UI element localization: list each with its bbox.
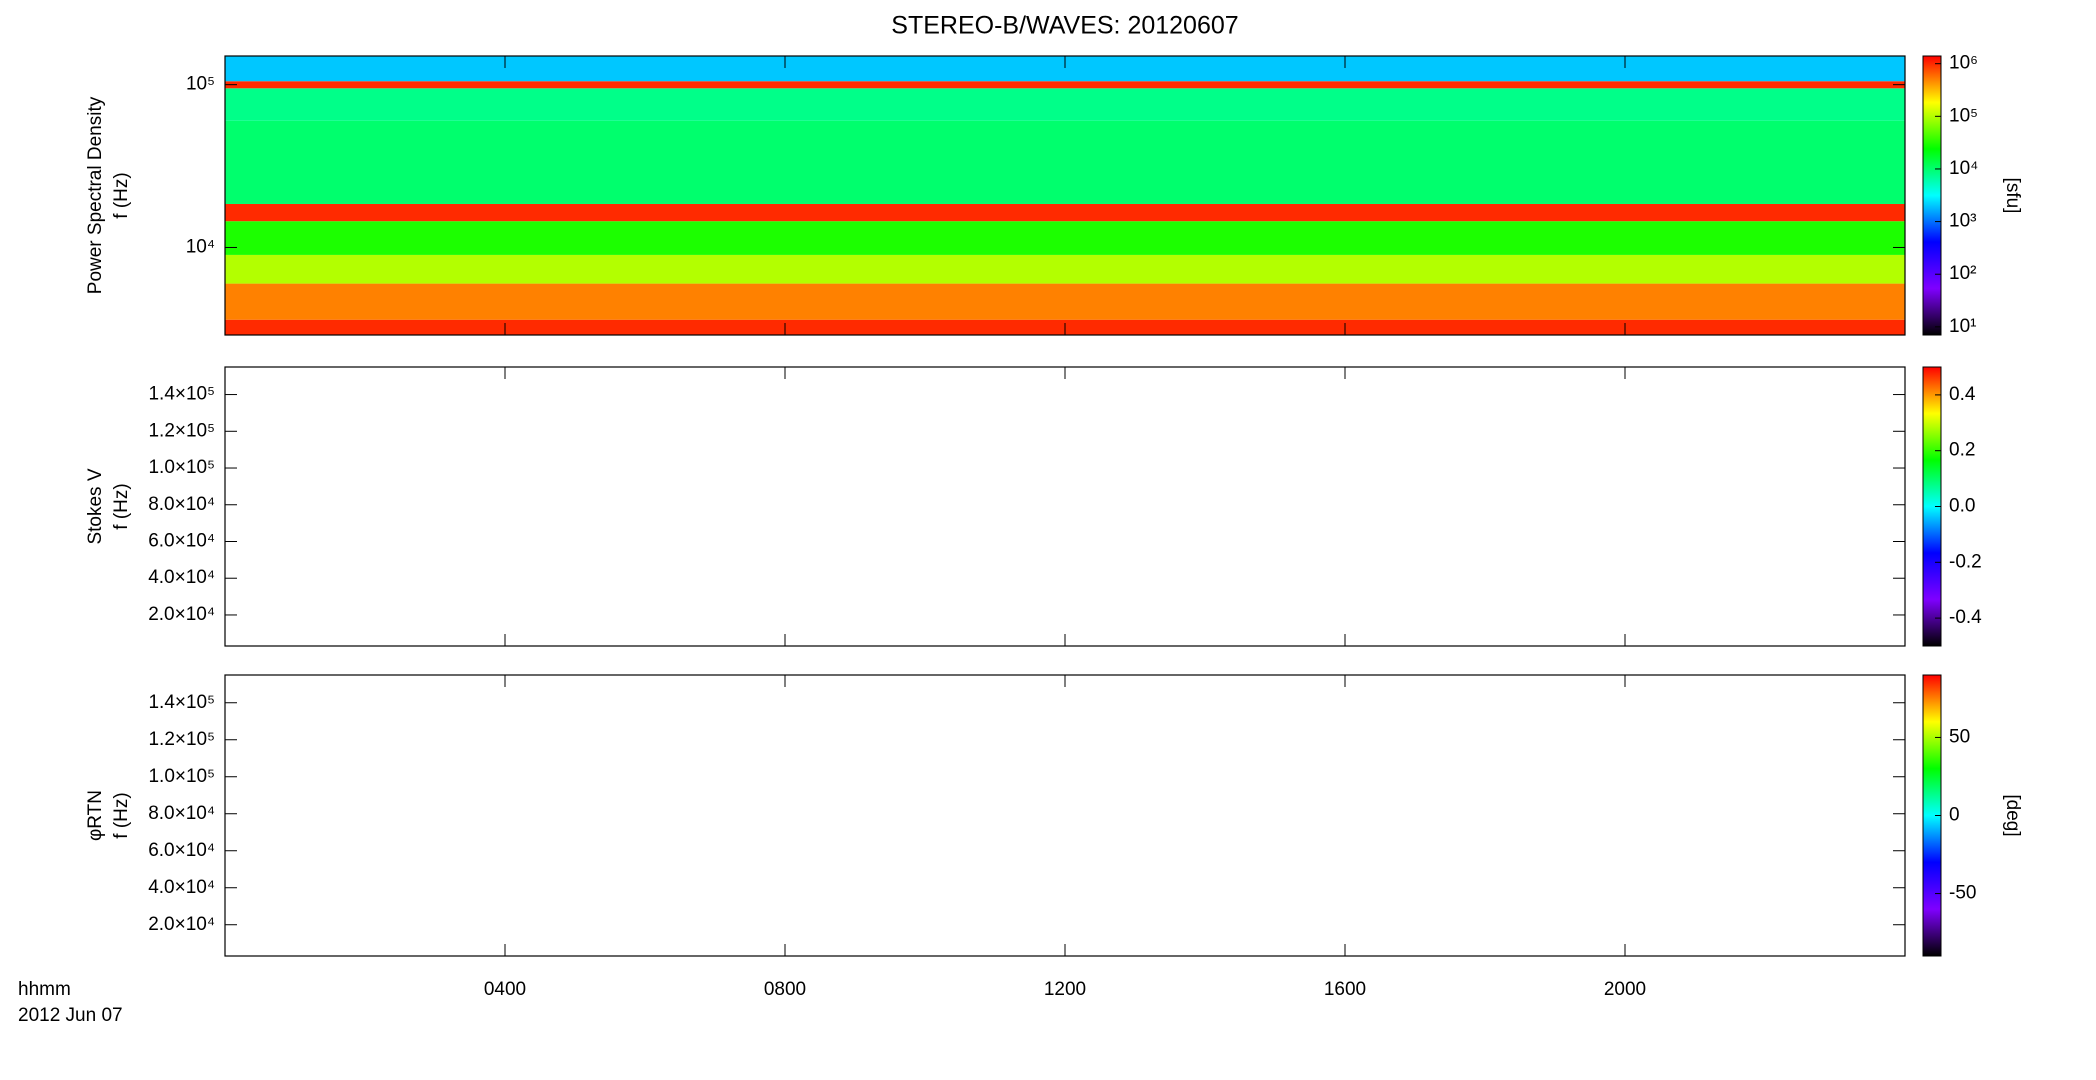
x-tick-label: 1200 (1044, 979, 1086, 1000)
plot-frame (224, 366, 1906, 647)
colorbar-tick-label: 0.2 (1949, 440, 1975, 461)
y-tick-label: 8.0×10⁴ (148, 494, 215, 515)
colorbar-tick-label: -0.4 (1949, 607, 1982, 628)
chart-title: STEREO-B/WAVES: 20120607 (891, 12, 1238, 40)
y-tick-label: 2.0×10⁴ (148, 914, 215, 935)
x-axis-label: hhmm (18, 979, 71, 1000)
x-tick-label: 1600 (1324, 979, 1366, 1000)
colorbar-label: [deg] (2002, 794, 2023, 836)
y-tick-label: 1.0×10⁵ (148, 457, 215, 478)
colorbar-tick-label: 10⁶ (1949, 53, 1978, 74)
y-tick-label: 1.4×10⁵ (148, 384, 215, 405)
y-axis-label: f (Hz) (111, 483, 132, 529)
colorbar (1922, 55, 1942, 336)
heatmap-cell (225, 81, 1905, 89)
colorbar-label: [sfu] (2002, 178, 2023, 214)
y-tick-label: 1.4×10⁵ (148, 692, 215, 713)
x-tick-label: 2000 (1604, 979, 1646, 1000)
y-tick-label: 1.2×10⁵ (148, 420, 215, 441)
colorbar-tick-label: 10⁵ (1949, 105, 1978, 126)
y-tick-label: 1.0×10⁵ (148, 766, 215, 787)
colorbar-tick-label: 10¹ (1949, 316, 1976, 337)
y-tick-label: 4.0×10⁴ (148, 877, 215, 898)
heatmap-cell (225, 88, 1905, 121)
colorbar-tick-label: -0.2 (1949, 551, 1982, 572)
y-tick-label: 10⁵ (186, 74, 215, 95)
x-tick-label: 0400 (484, 979, 526, 1000)
y-tick-label: 1.2×10⁵ (148, 729, 215, 750)
y-tick-label: 4.0×10⁴ (148, 567, 215, 588)
colorbar-tick-label: 10² (1949, 263, 1976, 284)
plot-frame (224, 674, 1906, 957)
colorbar-tick-label: 0.4 (1949, 384, 1976, 405)
y-axis-label: Stokes V (85, 468, 106, 544)
y-axis-label: f (Hz) (111, 792, 132, 838)
y-tick-label: 10⁴ (186, 236, 215, 257)
x-tick-label: 0800 (764, 979, 806, 1000)
heatmap-cell (225, 221, 1905, 255)
colorbar-tick-label: 0.0 (1949, 496, 1975, 517)
heatmap-cell (225, 283, 1905, 320)
y-axis-label: φRTN (85, 790, 106, 841)
y-tick-label: 6.0×10⁴ (148, 531, 215, 552)
y-tick-label: 8.0×10⁴ (148, 803, 215, 824)
colorbar-tick-label: 10³ (1949, 211, 1976, 232)
colorbar-tick-label: -50 (1949, 883, 1976, 904)
heatmap-cell (225, 203, 1905, 222)
colorbar-tick-label: 10⁴ (1949, 158, 1978, 179)
y-axis-label: f (Hz) (111, 172, 132, 218)
heatmap-cell (225, 120, 1905, 204)
y-tick-label: 6.0×10⁴ (148, 840, 215, 861)
colorbar-tick-label: 0 (1949, 805, 1960, 826)
colorbar-tick-label: 50 (1949, 726, 1970, 747)
y-axis-label: Power Spectral Density (85, 96, 106, 294)
y-tick-label: 2.0×10⁴ (148, 604, 215, 625)
heatmap-cell (225, 254, 1905, 284)
date-label: 2012 Jun 07 (18, 1005, 123, 1026)
